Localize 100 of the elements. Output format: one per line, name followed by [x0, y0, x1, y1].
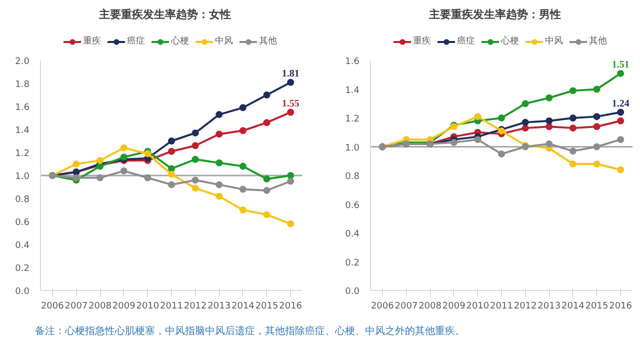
point [617, 136, 624, 144]
x-tick-label: 2011 [490, 302, 513, 312]
point [593, 113, 600, 120]
y-tick-label: 1.0 [15, 172, 30, 182]
y-tick-label: 1.4 [15, 126, 30, 136]
x-tick-label: 2007 [64, 302, 88, 312]
data-label: 1.51 [612, 59, 630, 70]
legend-label: 重疾 [413, 35, 432, 48]
point [617, 108, 624, 116]
point [239, 186, 246, 193]
point [546, 94, 553, 102]
x-tick-label: 2015 [255, 302, 278, 312]
legend-label: 癌症 [457, 35, 476, 48]
point [192, 156, 199, 163]
point [593, 123, 600, 130]
point [216, 111, 223, 118]
data-label: 1.55 [282, 98, 300, 110]
x-tick-label: 2015 [585, 302, 608, 312]
point [569, 148, 576, 155]
point [617, 70, 624, 77]
y-tick-label: 0.6 [15, 218, 30, 228]
legend-label: 其他 [259, 35, 278, 48]
point [216, 159, 223, 166]
point [474, 113, 482, 120]
x-tick-label: 2008 [418, 302, 442, 312]
chart-title: 主要重疾发生率趋势：男性 [429, 7, 561, 23]
point [216, 192, 223, 200]
point [522, 100, 529, 108]
point [216, 130, 223, 138]
legend-label: 重疾 [83, 35, 102, 48]
x-tick-label: 2013 [208, 302, 231, 312]
y-tick-label: 1.6 [345, 57, 360, 67]
point [522, 118, 529, 126]
point [96, 157, 104, 164]
x-tick-label: 2008 [88, 302, 112, 312]
data-label: 1.24 [612, 98, 630, 110]
x-tick-label: 2010 [466, 302, 490, 312]
y-tick-label: 1.0 [345, 143, 360, 154]
point [287, 108, 294, 116]
x-tick-label: 2012 [184, 302, 207, 312]
y-tick-label: 1.4 [345, 86, 360, 96]
y-tick-label: 1.2 [345, 114, 360, 124]
y-tick-label: 0.2 [15, 264, 30, 274]
point [569, 87, 576, 94]
x-tick-label: 2009 [112, 302, 136, 312]
y-tick-label: 0.6 [345, 200, 360, 211]
point [120, 144, 128, 152]
point [216, 181, 223, 188]
point [263, 186, 270, 194]
x-tick-label: 2007 [394, 302, 418, 312]
point [498, 150, 505, 158]
point [569, 160, 576, 168]
x-tick-label: 2006 [370, 302, 394, 312]
point [522, 124, 529, 132]
point [263, 175, 270, 182]
point [239, 104, 246, 112]
point [168, 148, 175, 155]
legend-label: 中风 [215, 35, 234, 48]
point [546, 140, 553, 148]
x-tick-label: 2014 [232, 302, 255, 312]
x-tick-label: 2012 [514, 302, 537, 312]
point [287, 220, 294, 228]
x-tick-label: 2016 [609, 302, 632, 312]
point [192, 184, 199, 192]
x-tick-label: 2010 [136, 302, 160, 312]
point [192, 142, 199, 150]
point [168, 138, 175, 144]
point [546, 117, 553, 124]
point [263, 119, 270, 126]
point [144, 174, 152, 182]
y-tick-label: 0.4 [345, 230, 360, 240]
x-tick-label: 2011 [160, 302, 183, 312]
point [287, 178, 294, 185]
point [168, 165, 175, 172]
y-tick-label: 2.0 [15, 57, 30, 67]
point [498, 114, 505, 122]
point [450, 138, 458, 146]
legend-label: 其他 [589, 35, 608, 48]
point [263, 92, 270, 98]
legend-label: 中风 [545, 35, 564, 48]
point [569, 124, 576, 132]
x-tick-label: 2013 [538, 302, 561, 312]
point [569, 114, 576, 122]
point [192, 176, 199, 184]
x-tick-label: 2016 [279, 302, 302, 312]
x-tick-label: 2014 [562, 302, 585, 312]
legend-label: 心梗 [501, 35, 520, 48]
point [593, 86, 600, 93]
point [593, 143, 600, 150]
point [239, 162, 246, 170]
point [72, 174, 80, 182]
y-tick-label: 0.8 [345, 172, 360, 182]
y-tick-label: 0.0 [345, 287, 360, 297]
y-tick-label: 0.2 [345, 258, 360, 268]
y-tick-label: 1.6 [15, 103, 30, 113]
point [168, 181, 175, 188]
point [120, 167, 128, 174]
point [72, 160, 80, 168]
point [239, 127, 246, 134]
point [474, 136, 482, 144]
